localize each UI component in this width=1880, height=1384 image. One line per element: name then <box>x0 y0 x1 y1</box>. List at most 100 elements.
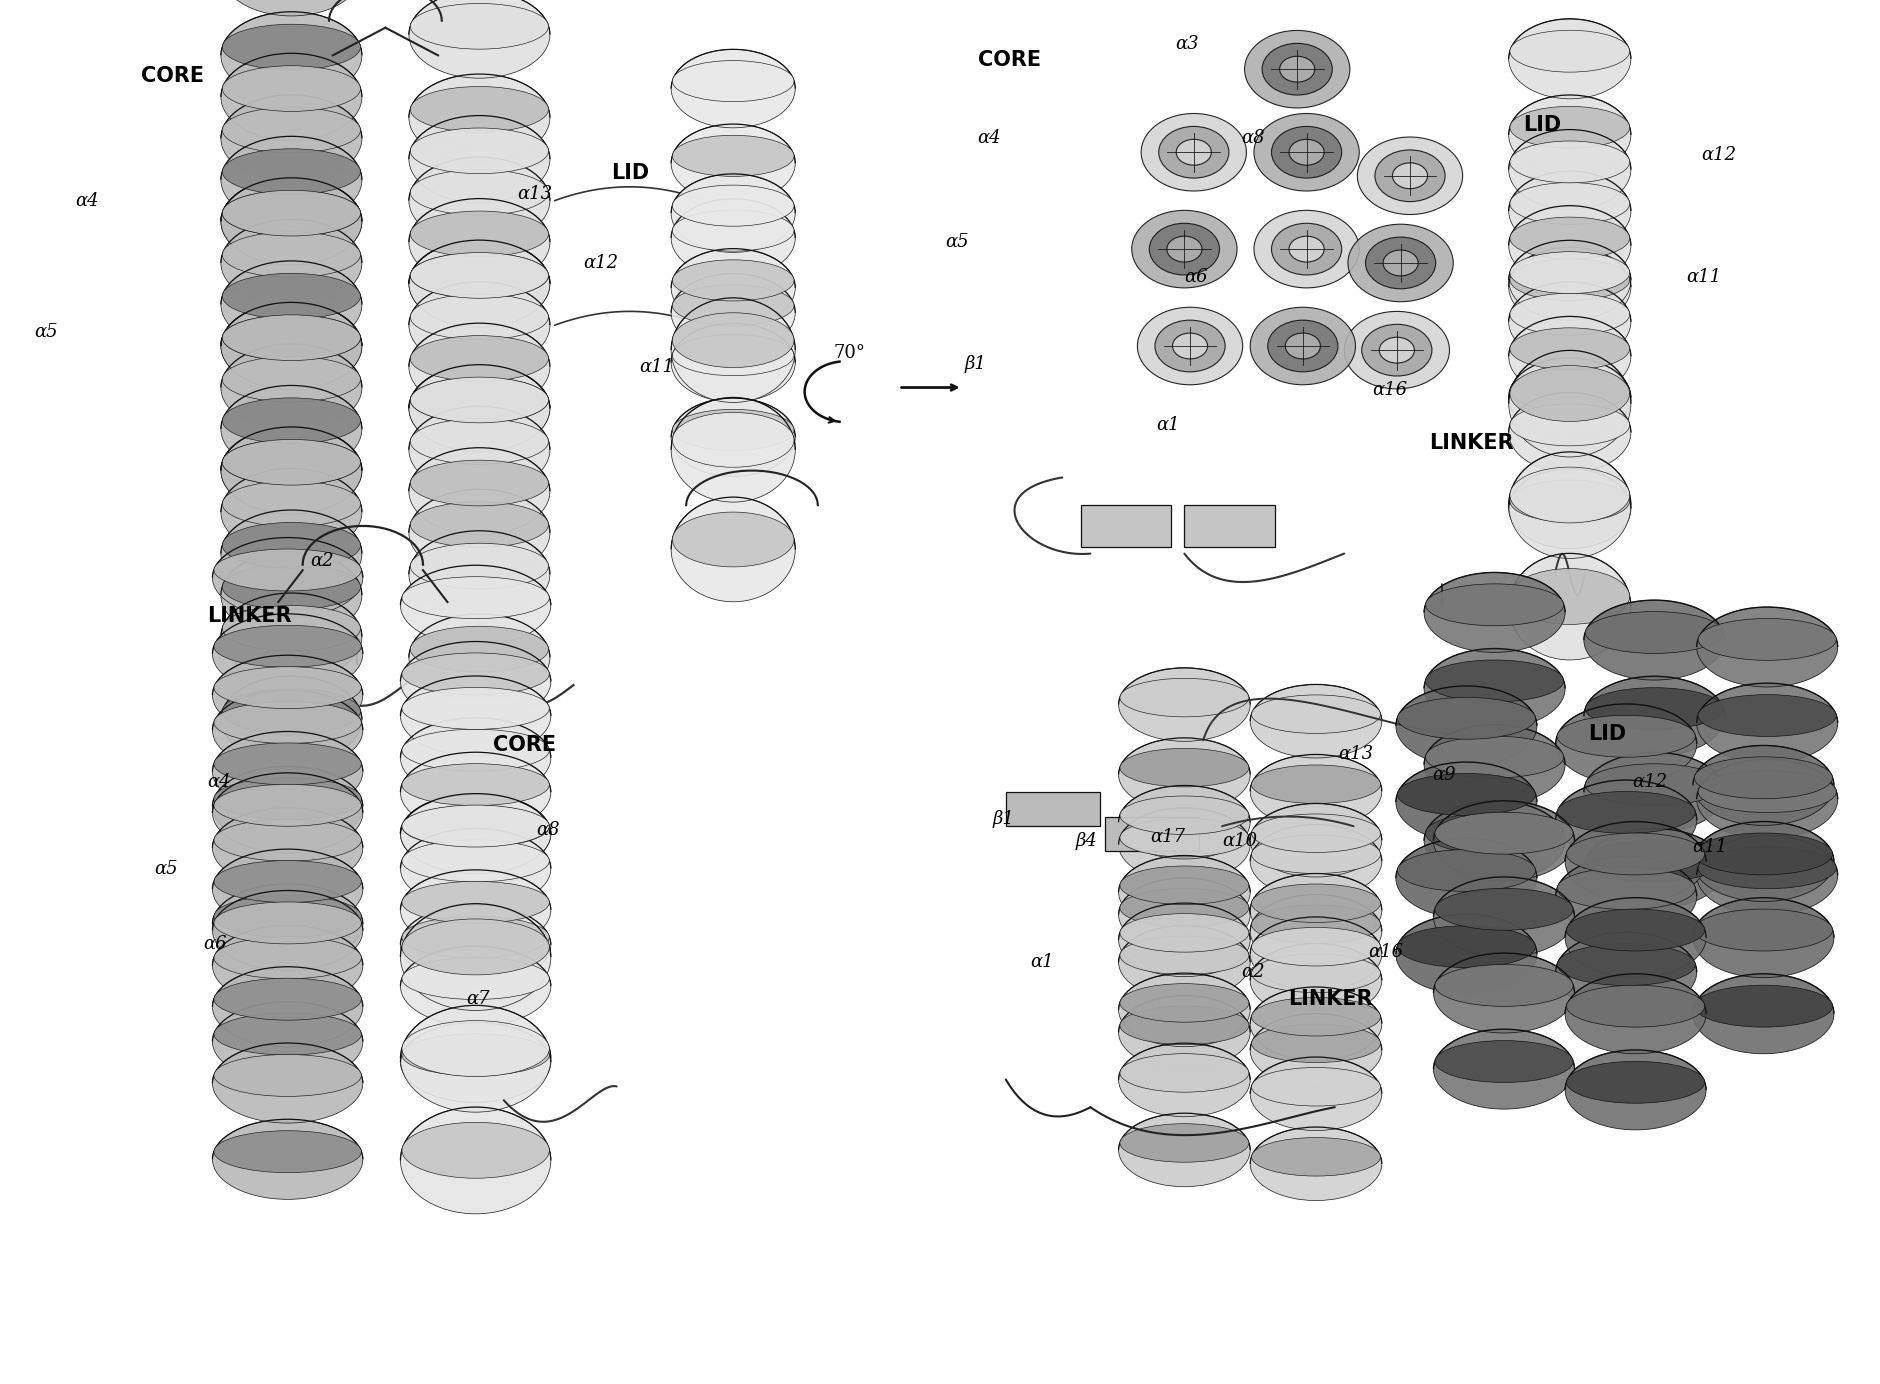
Ellipse shape <box>402 764 549 805</box>
Ellipse shape <box>400 793 551 873</box>
Ellipse shape <box>1397 926 1536 967</box>
Ellipse shape <box>671 274 795 352</box>
Ellipse shape <box>1252 905 1380 944</box>
Ellipse shape <box>212 1002 363 1082</box>
Text: α13: α13 <box>1339 745 1374 764</box>
Text: α4: α4 <box>75 191 100 210</box>
Ellipse shape <box>214 667 361 709</box>
Ellipse shape <box>1508 206 1630 285</box>
Ellipse shape <box>222 345 361 432</box>
Ellipse shape <box>1564 898 1707 977</box>
Ellipse shape <box>410 448 551 534</box>
Ellipse shape <box>671 397 795 502</box>
Ellipse shape <box>1508 241 1630 320</box>
Text: LINKER: LINKER <box>207 606 291 626</box>
Ellipse shape <box>212 537 363 617</box>
Ellipse shape <box>1566 1062 1705 1103</box>
Ellipse shape <box>212 614 363 693</box>
Ellipse shape <box>1395 686 1538 765</box>
Ellipse shape <box>410 531 551 617</box>
Ellipse shape <box>222 25 361 71</box>
Ellipse shape <box>1692 746 1833 825</box>
Text: CORE: CORE <box>978 50 1042 69</box>
Ellipse shape <box>410 376 549 424</box>
Ellipse shape <box>1698 619 1837 660</box>
Text: CORE: CORE <box>493 735 556 754</box>
Text: α11: α11 <box>639 357 675 376</box>
Ellipse shape <box>1252 884 1380 923</box>
Ellipse shape <box>1434 889 1574 930</box>
Circle shape <box>1365 237 1436 289</box>
Ellipse shape <box>1566 909 1705 951</box>
Ellipse shape <box>1510 252 1630 293</box>
Ellipse shape <box>400 947 551 1026</box>
Ellipse shape <box>212 967 363 1046</box>
Ellipse shape <box>1585 612 1724 653</box>
Ellipse shape <box>1508 130 1630 209</box>
Ellipse shape <box>1252 927 1380 966</box>
Ellipse shape <box>222 688 361 734</box>
Ellipse shape <box>1585 764 1724 805</box>
Ellipse shape <box>212 732 363 811</box>
Ellipse shape <box>1425 801 1564 880</box>
Circle shape <box>1254 113 1359 191</box>
Ellipse shape <box>1510 468 1630 523</box>
Ellipse shape <box>212 890 363 970</box>
Ellipse shape <box>1395 915 1538 994</box>
Ellipse shape <box>410 459 549 507</box>
Ellipse shape <box>410 0 551 79</box>
Text: α4: α4 <box>207 772 231 792</box>
Ellipse shape <box>1566 833 1705 875</box>
Ellipse shape <box>1510 141 1630 183</box>
Text: α10: α10 <box>1222 832 1258 851</box>
Ellipse shape <box>1508 248 1630 327</box>
Ellipse shape <box>1557 704 1698 783</box>
Ellipse shape <box>1557 868 1696 909</box>
Text: 70°: 70° <box>833 343 867 363</box>
Ellipse shape <box>1397 774 1536 815</box>
Ellipse shape <box>402 1122 549 1178</box>
Ellipse shape <box>222 592 361 681</box>
Ellipse shape <box>410 335 549 381</box>
Ellipse shape <box>1433 1030 1574 1109</box>
Ellipse shape <box>400 642 551 721</box>
Ellipse shape <box>1508 172 1630 251</box>
Text: α11: α11 <box>1686 267 1722 286</box>
Ellipse shape <box>1120 796 1248 835</box>
Ellipse shape <box>212 772 363 853</box>
Ellipse shape <box>222 468 361 556</box>
Circle shape <box>1384 251 1418 275</box>
Ellipse shape <box>410 407 551 494</box>
Ellipse shape <box>671 298 795 403</box>
Ellipse shape <box>222 95 361 183</box>
Ellipse shape <box>1250 1057 1382 1131</box>
Ellipse shape <box>214 937 361 978</box>
Ellipse shape <box>222 551 361 638</box>
Text: α8: α8 <box>536 821 560 840</box>
Ellipse shape <box>1557 944 1696 985</box>
Ellipse shape <box>214 785 361 826</box>
Ellipse shape <box>1557 716 1696 757</box>
Ellipse shape <box>1119 738 1250 811</box>
Ellipse shape <box>1119 1113 1250 1186</box>
Text: α6: α6 <box>1184 267 1209 286</box>
Circle shape <box>1158 126 1230 179</box>
Ellipse shape <box>1434 812 1574 854</box>
Ellipse shape <box>1692 898 1833 977</box>
Ellipse shape <box>222 108 361 154</box>
Ellipse shape <box>1120 1006 1248 1045</box>
Ellipse shape <box>1433 801 1574 880</box>
Ellipse shape <box>212 767 363 847</box>
Ellipse shape <box>1694 985 1833 1027</box>
Ellipse shape <box>400 675 551 756</box>
Ellipse shape <box>1250 873 1382 947</box>
Text: α12: α12 <box>583 253 619 273</box>
Ellipse shape <box>212 655 363 735</box>
Ellipse shape <box>671 249 795 327</box>
Ellipse shape <box>1119 926 1250 999</box>
Circle shape <box>1290 237 1324 262</box>
Ellipse shape <box>1120 818 1248 857</box>
Ellipse shape <box>222 303 361 390</box>
Ellipse shape <box>1696 608 1837 686</box>
Ellipse shape <box>671 50 795 127</box>
